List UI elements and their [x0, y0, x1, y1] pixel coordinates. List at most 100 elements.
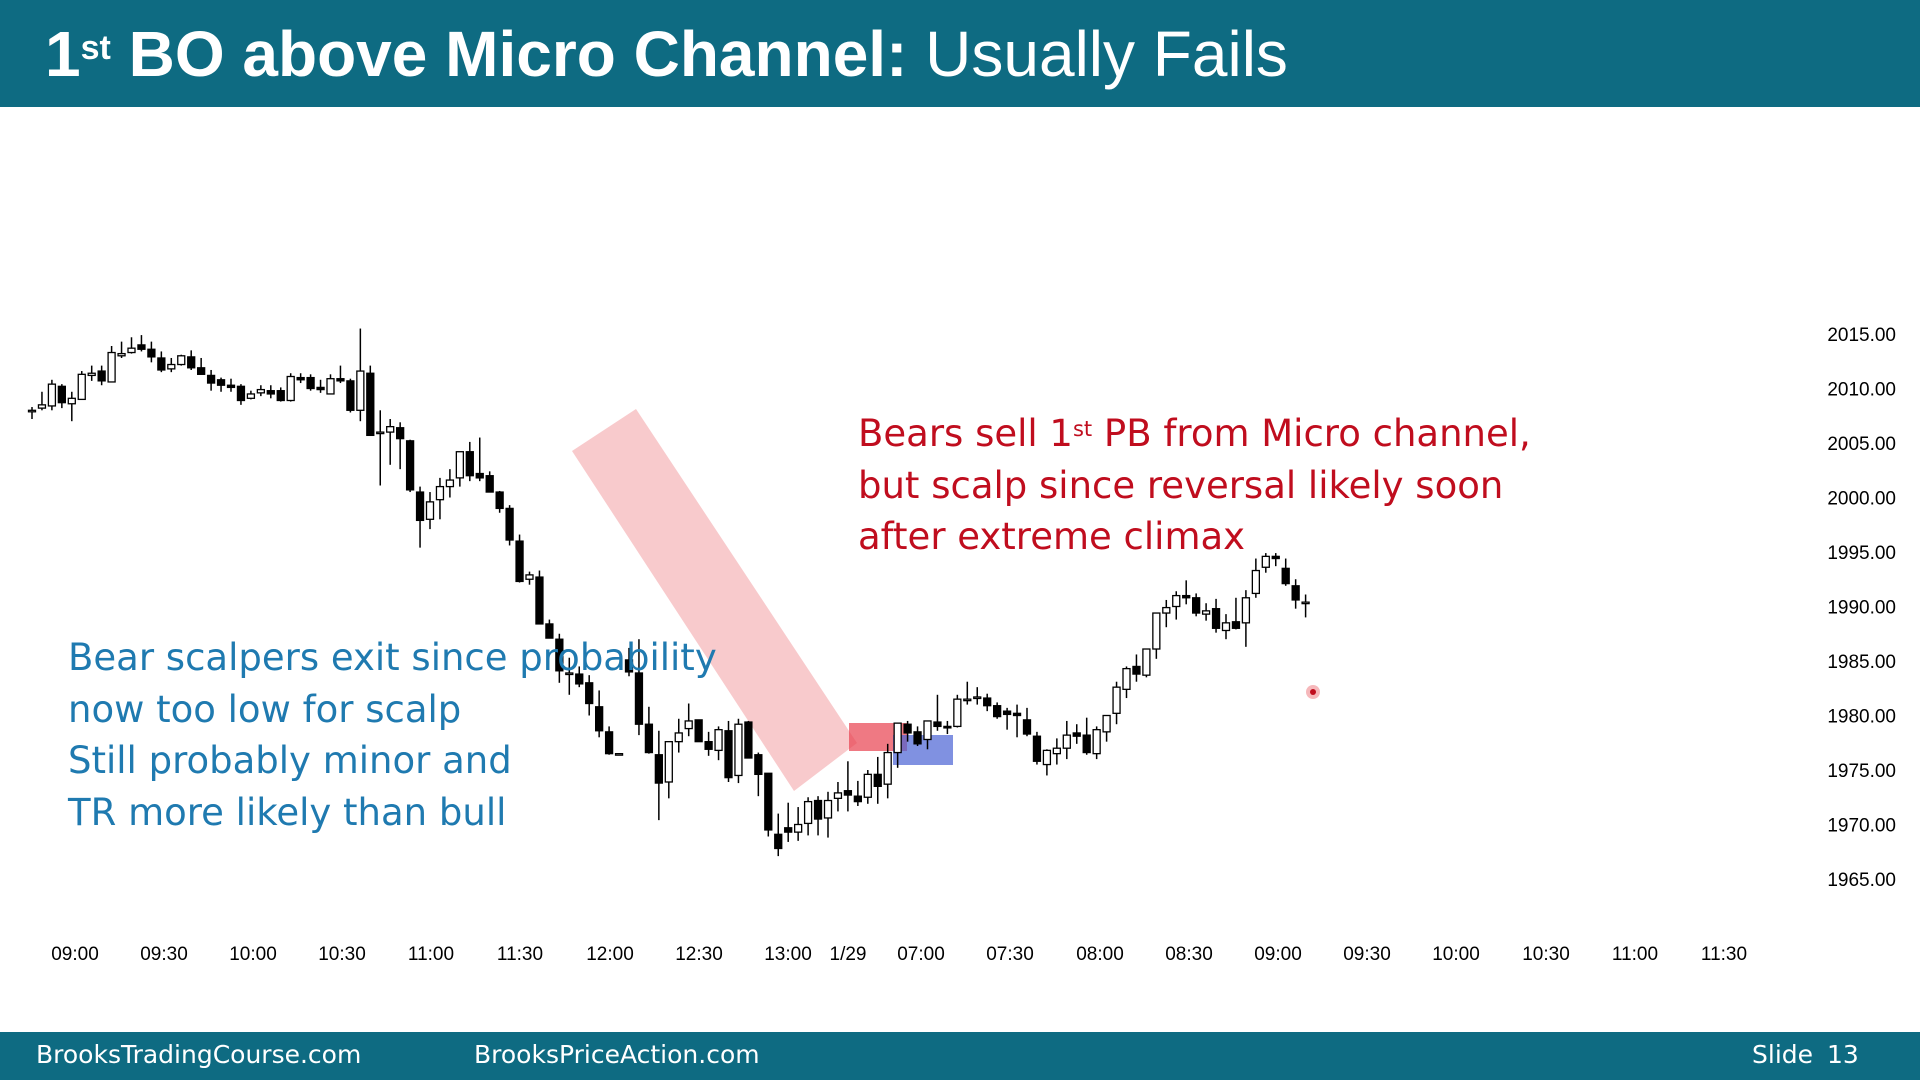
bear-candle: [97, 370, 106, 382]
bull-candle: [386, 425, 395, 433]
bear-candle: [395, 427, 405, 440]
bear-candle: [405, 440, 415, 491]
bear-candle: [604, 731, 614, 755]
bear-candle: [595, 706, 604, 732]
bull-candle: [256, 388, 266, 394]
bull-candle: [87, 372, 96, 377]
blue-annotation-line-3: Still probably minor and: [68, 739, 512, 782]
x-tick-label: 07:30: [986, 944, 1034, 965]
bear-candle: [147, 348, 156, 358]
y-tick-label: 1990.00: [1827, 598, 1896, 619]
title-bold-text: BO above Micro Channel:: [110, 18, 908, 90]
red-line1-suffix: PB from Micro channel,: [1092, 412, 1531, 455]
blue-annotation-line-2: now too low for scalp: [68, 687, 462, 731]
bear-candle: [913, 731, 922, 745]
bull-candle: [525, 574, 534, 580]
bull-candle: [177, 355, 186, 366]
bull-candle: [455, 451, 465, 479]
bull-candle: [684, 720, 693, 730]
bull-candle: [167, 363, 176, 370]
bear-candle: [694, 719, 703, 743]
bull-candle: [1301, 601, 1310, 605]
bear-candle: [654, 754, 663, 784]
bull-candle: [356, 370, 365, 411]
bull-candle: [614, 753, 624, 756]
y-tick-label: 1995.00: [1827, 543, 1896, 564]
bear-candle: [1271, 555, 1280, 560]
bear-candle: [1012, 712, 1022, 717]
bull-candle: [1241, 597, 1251, 624]
bull-candle: [714, 729, 723, 752]
bear-candle: [1291, 585, 1300, 601]
bear-candle: [813, 799, 823, 820]
x-tick-label: 13:00: [764, 944, 812, 965]
bear-candle: [206, 374, 216, 384]
bear-candle: [993, 705, 1002, 718]
bull-candle: [1251, 569, 1260, 595]
x-axis: 09:00 09:30 10:00 10:30 11:00 11:30 12:00 12:30…: [51, 944, 1747, 965]
y-tick-label: 2005.00: [1827, 434, 1896, 455]
bear-candle: [1132, 665, 1141, 675]
blue-annotation: Bear scalpers exit since probability now…: [68, 632, 717, 838]
bull-candle: [1162, 606, 1171, 614]
bear-candle: [157, 357, 166, 371]
bull-candle: [833, 792, 843, 799]
bear-candle: [346, 380, 355, 411]
bear-candle: [724, 730, 733, 779]
x-tick-label: 09:30: [1343, 944, 1391, 965]
candles-group: [27, 328, 1310, 857]
bear-candle: [903, 723, 912, 734]
bull-candle: [425, 501, 435, 520]
bull-candle: [37, 404, 47, 409]
bear-candle: [535, 576, 544, 625]
bear-candle: [764, 772, 773, 831]
footer-slide-label: Slide: [1752, 1040, 1814, 1069]
bear-candle: [296, 376, 305, 381]
bull-candle: [1052, 747, 1061, 755]
bear-candle: [1072, 732, 1081, 737]
bull-candle: [1261, 555, 1270, 568]
bear-candle: [1002, 710, 1012, 716]
bull-candle: [674, 732, 683, 743]
title-superscript: st: [80, 29, 111, 67]
bull-candle: [445, 479, 455, 488]
bull-candle: [1112, 686, 1121, 714]
footer-slide-number: 13: [1827, 1040, 1859, 1069]
bull-candle: [107, 351, 116, 383]
y-tick-label: 1970.00: [1827, 816, 1896, 837]
x-tick-label: 09:00: [51, 944, 99, 965]
bear-candle: [1032, 735, 1042, 762]
y-tick-label: 2010.00: [1827, 380, 1896, 401]
red-annotation-line-3: after extreme climax: [858, 515, 1246, 558]
slide-title: 1st BO above Micro Channel: Usually Fail…: [45, 14, 1288, 94]
x-tick-label: 11:30: [497, 944, 543, 965]
footer-left-link[interactable]: BrooksTradingCourse.com: [36, 1040, 362, 1069]
bear-candle: [853, 795, 862, 803]
x-tick-label: 12:00: [586, 944, 634, 965]
x-tick-label: 08:30: [1165, 944, 1213, 965]
bear-candle: [505, 507, 514, 541]
bull-candle: [734, 723, 743, 777]
bull-candle: [1172, 594, 1181, 608]
footer-center-link[interactable]: BrooksPriceAction.com: [474, 1040, 760, 1069]
bear-candle: [545, 623, 554, 639]
y-tick-label: 1985.00: [1827, 652, 1896, 673]
bear-candle: [196, 367, 206, 375]
y-tick-label: 1965.00: [1827, 870, 1896, 891]
red-line1-sup: st: [1072, 417, 1093, 441]
x-tick-label: 10:30: [1522, 944, 1570, 965]
x-tick-label: 11:30: [1701, 944, 1747, 965]
pullback-blue-box: [893, 735, 953, 765]
bear-candle: [57, 385, 66, 404]
bull-candle: [67, 397, 76, 405]
bull-candle: [1092, 729, 1101, 755]
x-tick-label: 07:00: [897, 944, 945, 965]
bear-candle: [187, 356, 196, 369]
bear-candle: [1281, 567, 1290, 585]
bear-candle: [843, 790, 853, 796]
bull-candle: [794, 823, 803, 833]
x-tick-label: 09:00: [1254, 944, 1302, 965]
red-annotation-line-2: but scalp since reversal likely soon: [858, 463, 1504, 507]
bear-candle: [1022, 719, 1032, 735]
bear-candle: [266, 390, 275, 395]
